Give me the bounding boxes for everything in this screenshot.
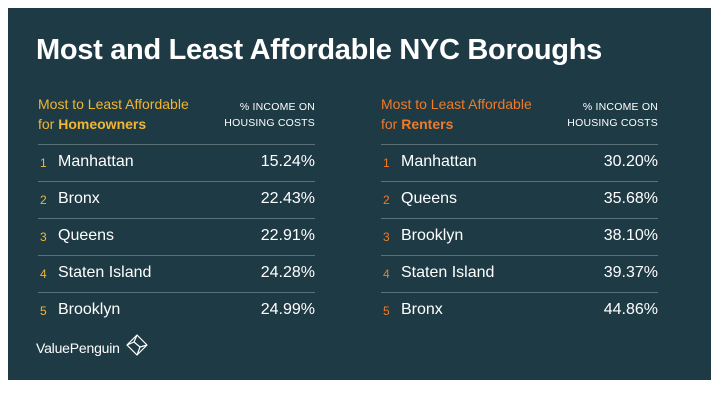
row-borough: Brooklyn bbox=[401, 227, 464, 244]
row-rank: 5 bbox=[383, 304, 390, 318]
table-row: 5 Brooklyn 24.99% bbox=[38, 292, 315, 329]
row-rank: 4 bbox=[383, 267, 390, 281]
chart-title: Most and Least Affordable NYC Boroughs bbox=[36, 34, 602, 66]
row-percent: 22.91% bbox=[260, 227, 315, 244]
header-label-prefix: for bbox=[38, 116, 55, 132]
row-rank: 3 bbox=[383, 230, 390, 244]
row-borough: Manhattan bbox=[58, 153, 134, 170]
homeowners-table: Most to Least Affordable for Homeowners … bbox=[38, 92, 315, 329]
table-header-label: Most to Least Affordable for Homeowners bbox=[38, 94, 189, 134]
penguin-logo-icon bbox=[126, 334, 148, 361]
row-percent: 30.20% bbox=[603, 153, 658, 170]
row-percent: 24.99% bbox=[260, 301, 315, 318]
header-label-prefix: for bbox=[381, 116, 398, 132]
row-rank: 2 bbox=[40, 193, 47, 207]
table-row: 1 Manhattan 15.24% bbox=[38, 144, 315, 181]
table-row: 1 Manhattan 30.20% bbox=[381, 144, 658, 181]
row-percent: 24.28% bbox=[260, 264, 315, 281]
header-label-keyword: Homeowners bbox=[58, 116, 147, 132]
metric-line2: HOUSING COSTS bbox=[224, 117, 315, 129]
row-borough: Queens bbox=[401, 190, 458, 207]
row-rank: 1 bbox=[383, 156, 390, 170]
metric-line1: % INCOME ON bbox=[239, 101, 315, 113]
row-borough: Bronx bbox=[401, 301, 443, 318]
row-borough: Queens bbox=[58, 227, 115, 244]
row-borough: Bronx bbox=[58, 190, 100, 207]
row-percent: 22.43% bbox=[260, 190, 315, 207]
metric-line2: HOUSING COSTS bbox=[567, 117, 658, 129]
row-rank: 5 bbox=[40, 304, 47, 318]
row-percent: 39.37% bbox=[603, 264, 658, 281]
row-borough: Manhattan bbox=[401, 153, 477, 170]
table-row: 4 Staten Island 24.28% bbox=[38, 255, 315, 292]
row-percent: 38.10% bbox=[603, 227, 658, 244]
infographic-card: Most and Least Affordable NYC Boroughs M… bbox=[8, 8, 711, 380]
row-borough: Brooklyn bbox=[58, 301, 121, 318]
row-percent: 15.24% bbox=[260, 153, 315, 170]
table-rows: 1 Manhattan 30.20% 2 Queens 35.68% 3 Brooklyn 38… bbox=[381, 144, 658, 329]
table-row: 4 Staten Island 39.37% bbox=[381, 255, 658, 292]
table-row: 3 Queens 22.91% bbox=[38, 218, 315, 255]
renters-table: Most to Least Affordable for Renters % I… bbox=[381, 92, 658, 329]
table-row: 5 Bronx 44.86% bbox=[381, 292, 658, 329]
table-rows: 1 Manhattan 15.24% 2 Bronx 22.43% 3 Queens 22.91… bbox=[38, 144, 315, 329]
row-rank: 4 bbox=[40, 267, 47, 281]
table-header: Most to Least Affordable for Homeowners … bbox=[38, 92, 315, 144]
row-percent: 44.86% bbox=[603, 301, 658, 318]
metric-line1: % INCOME ON bbox=[582, 101, 658, 113]
row-rank: 3 bbox=[40, 230, 47, 244]
table-header-metric: % INCOME ON HOUSING COSTS bbox=[548, 99, 658, 131]
header-label-line1: Most to Least Affordable bbox=[381, 96, 532, 112]
brand-logo: ValuePenguin bbox=[36, 334, 148, 361]
row-percent: 35.68% bbox=[603, 190, 658, 207]
table-row: 3 Brooklyn 38.10% bbox=[381, 218, 658, 255]
table-header: Most to Least Affordable for Renters % I… bbox=[381, 92, 658, 144]
table-row: 2 Bronx 22.43% bbox=[38, 181, 315, 218]
row-borough: Staten Island bbox=[401, 264, 495, 281]
header-label-line1: Most to Least Affordable bbox=[38, 96, 189, 112]
table-row: 2 Queens 35.68% bbox=[381, 181, 658, 218]
table-header-metric: % INCOME ON HOUSING COSTS bbox=[205, 99, 315, 131]
row-rank: 1 bbox=[40, 156, 47, 170]
brand-name: ValuePenguin bbox=[36, 339, 120, 356]
header-label-keyword: Renters bbox=[401, 116, 454, 132]
table-header-label: Most to Least Affordable for Renters bbox=[381, 94, 532, 134]
row-borough: Staten Island bbox=[58, 264, 152, 281]
row-rank: 2 bbox=[383, 193, 390, 207]
